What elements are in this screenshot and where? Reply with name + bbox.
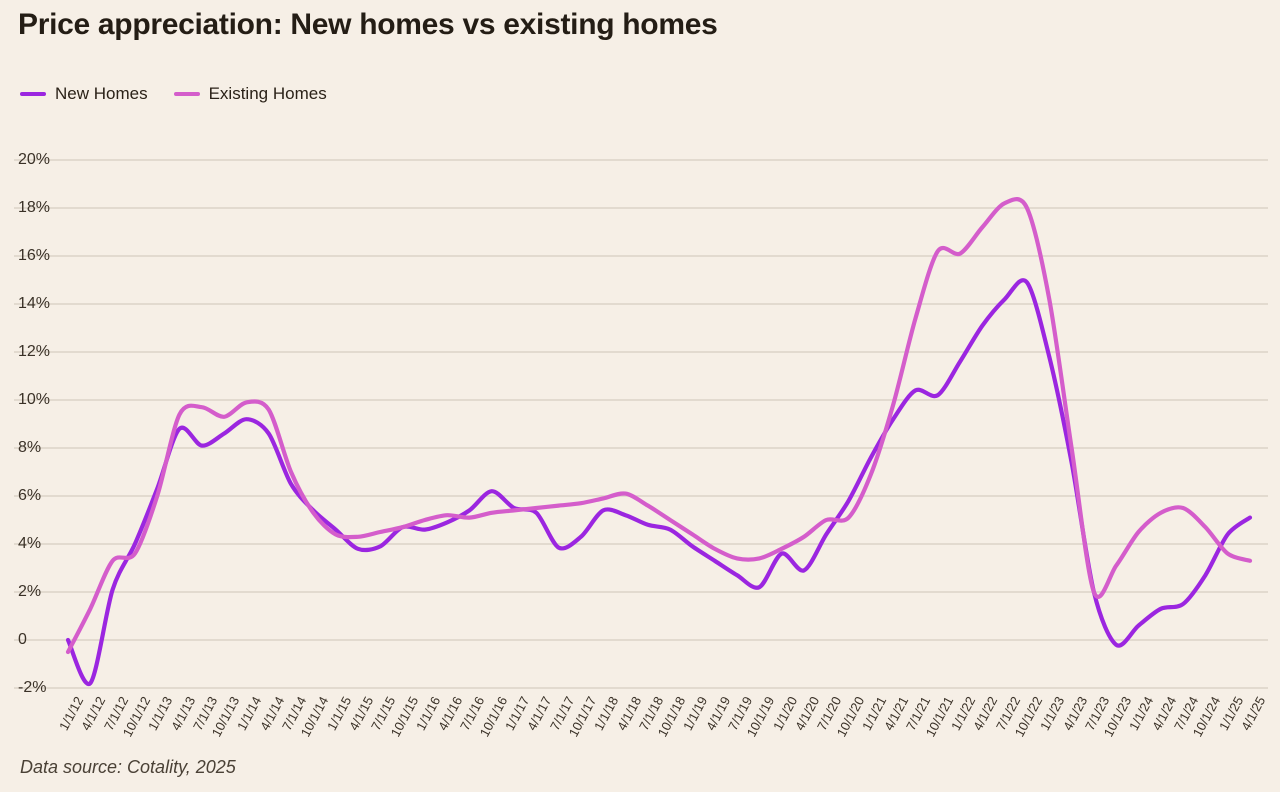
y-tick-label: 12% xyxy=(18,343,51,360)
y-tick-label: 4% xyxy=(18,535,42,552)
y-tick-label: 10% xyxy=(18,391,51,408)
legend-swatch-new-homes xyxy=(20,92,46,96)
chart-legend: New Homes Existing Homes xyxy=(20,82,327,106)
series-line-new-homes xyxy=(65,278,1253,686)
y-tick-label: 6% xyxy=(18,487,42,504)
gridlines xyxy=(14,159,1268,689)
legend-swatch-existing-homes xyxy=(173,92,200,96)
legend-label-new-homes: New Homes xyxy=(55,84,148,103)
series-lines xyxy=(65,197,1253,686)
legend-label-existing-homes: Existing Homes xyxy=(208,84,327,103)
y-tick-label: 20% xyxy=(18,151,51,168)
y-tick-label: 8% xyxy=(18,439,42,456)
y-tick-label: 16% xyxy=(18,247,51,264)
source-note: Data source: Cotality, 2025 xyxy=(20,757,236,777)
legend-item-existing-homes[interactable]: Existing Homes xyxy=(173,84,327,104)
y-tick-label: 14% xyxy=(18,295,51,312)
legend-item-new-homes[interactable]: New Homes xyxy=(20,84,148,104)
y-tick-label: -2% xyxy=(18,679,47,696)
series-line-existing-homes xyxy=(65,197,1253,655)
y-tick-label: 2% xyxy=(18,583,42,600)
chart-title: Price appreciation: New homes vs existin… xyxy=(18,8,718,41)
y-tick-label: 18% xyxy=(18,199,51,216)
y-tick-label: 0 xyxy=(18,631,27,648)
